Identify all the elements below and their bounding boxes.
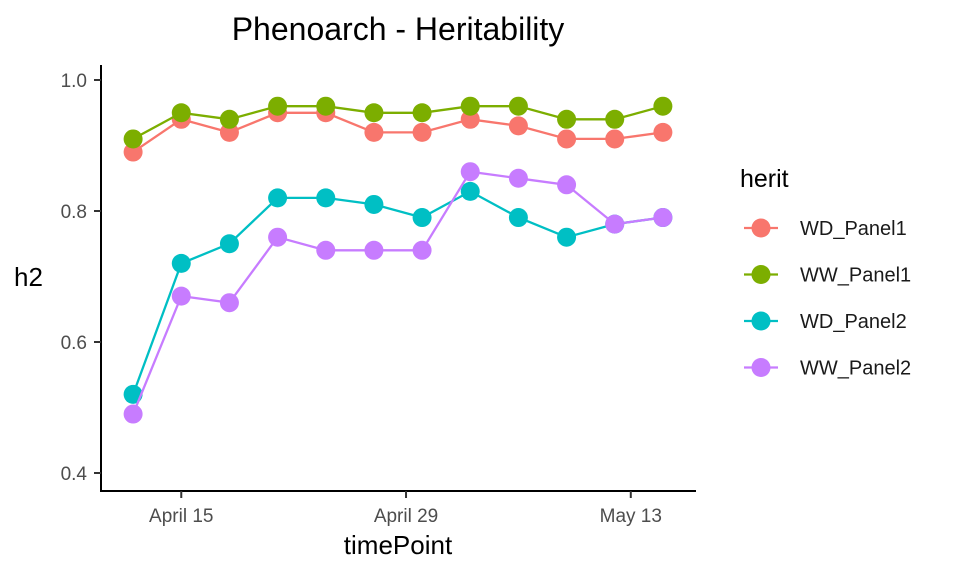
y-axis-title: h2 (14, 262, 43, 292)
data-point (653, 96, 673, 116)
data-point (412, 240, 432, 260)
data-point (219, 293, 239, 313)
data-point (123, 129, 143, 149)
x-tick-label: April 15 (149, 506, 213, 527)
data-point (364, 240, 384, 260)
legend-label: WW_Panel1 (800, 265, 911, 287)
legend-label: WD_Panel2 (800, 311, 907, 333)
legend-key-marker (751, 265, 771, 284)
data-point (171, 253, 191, 273)
series-ww-panel1 (123, 96, 673, 149)
data-point (268, 96, 288, 116)
data-point (460, 162, 480, 182)
data-point (653, 122, 673, 142)
legend-item: WW_Panel2 (744, 358, 911, 380)
legend-item: WW_Panel1 (744, 265, 911, 287)
x-axis-title: timePoint (344, 530, 453, 560)
data-point (171, 286, 191, 306)
x-tick-label: May 13 (600, 506, 662, 527)
data-point (219, 234, 239, 254)
data-point (316, 240, 336, 260)
series-line (132, 105, 664, 140)
data-point (557, 129, 577, 149)
data-point (171, 103, 191, 123)
data-point (219, 109, 239, 129)
x-tick-label: April 29 (374, 506, 438, 527)
chart-title: Phenoarch - Heritability (232, 11, 565, 47)
data-point (219, 122, 239, 142)
y-tick-label: 1.0 (61, 71, 87, 92)
data-point (123, 384, 143, 404)
legend-key-marker (751, 218, 771, 238)
y-ticks: 0.4 0.6 0.8 1.0 (61, 71, 101, 485)
legend-item: WD_Panel1 (744, 218, 907, 240)
data-point (605, 214, 625, 234)
y-tick-label: 0.4 (61, 464, 88, 485)
series-layer (123, 96, 673, 424)
plot-area: 0.4 0.6 0.8 1.0 April 15 April 29 May 13 (61, 65, 696, 527)
data-point (653, 208, 673, 228)
data-point (364, 122, 384, 142)
legend-label: WW_Panel2 (800, 358, 911, 380)
data-point (412, 103, 432, 123)
data-point (364, 103, 384, 123)
legend: herit WD_Panel1 WW_Panel1 WD_Panel2 WW_Pane… (740, 165, 911, 380)
data-point (605, 129, 625, 149)
data-point (605, 109, 625, 129)
data-point (460, 96, 480, 116)
data-point (508, 208, 528, 228)
series-line (132, 170, 664, 415)
data-point (364, 194, 384, 214)
data-point (460, 181, 480, 201)
data-point (557, 109, 577, 129)
legend-key-marker (751, 358, 771, 377)
series-ww-panel2 (123, 162, 673, 424)
data-point (508, 116, 528, 136)
data-point (557, 175, 577, 195)
data-point (557, 227, 577, 247)
series-line (132, 190, 664, 395)
data-point (123, 142, 143, 162)
data-point (412, 208, 432, 228)
series-wd-panel2 (123, 181, 673, 404)
legend-title: herit (740, 165, 789, 193)
y-tick-label: 0.6 (61, 333, 87, 354)
data-point (412, 122, 432, 142)
data-point (316, 188, 336, 208)
data-point (508, 96, 528, 116)
data-point (268, 188, 288, 208)
legend-label: WD_Panel1 (800, 218, 907, 240)
y-tick-label: 0.8 (61, 202, 87, 223)
data-point (123, 404, 143, 424)
data-point (268, 227, 288, 247)
legend-key-marker (751, 311, 771, 331)
data-point (460, 109, 480, 129)
x-ticks: April 15 April 29 May 13 (149, 491, 662, 527)
data-point (316, 96, 336, 116)
legend-item: WD_Panel2 (744, 311, 907, 333)
data-point (508, 168, 528, 188)
